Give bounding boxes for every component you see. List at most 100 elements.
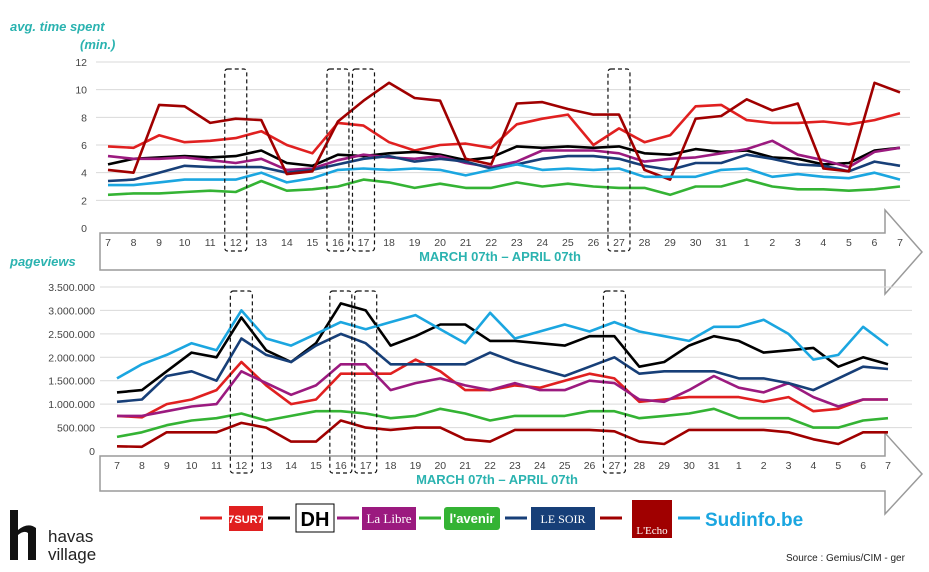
- x-tick-label: 29: [658, 460, 670, 472]
- x-tick-label: 23: [509, 460, 521, 472]
- x-tick-label: 9: [164, 460, 170, 472]
- x-tick-label: 9: [156, 237, 162, 249]
- x-tick-label: 24: [534, 460, 546, 472]
- series-line-l-avenir: [116, 407, 889, 439]
- x-tick-label: 1: [736, 460, 742, 472]
- x-tick-label: 23: [511, 237, 523, 249]
- series-line-l-echo: [107, 81, 901, 181]
- x-tick-label: 21: [459, 460, 471, 472]
- x-tick-label: 3: [795, 237, 801, 249]
- x-tick-label: 7: [885, 460, 891, 472]
- y-tick-label: 1.000.000: [48, 399, 95, 411]
- x-tick-label: 15: [310, 460, 322, 472]
- x-tick-label: 22: [485, 237, 497, 249]
- highlight-box-27: [602, 290, 627, 474]
- chart1-x-arrow: [99, 208, 923, 296]
- x-tick-label: 30: [690, 237, 702, 249]
- chart2-series: [116, 302, 889, 449]
- logo-le-soir-text: LE SOIR: [541, 512, 586, 526]
- x-tick-label: 31: [708, 460, 720, 472]
- chart2-x-ticks: 7 8 9 10 11 12 13 14 15 16 17 18 19 20 21 22 23 24 25 26 27 2…: [114, 460, 891, 472]
- y-tick-label: 500.000: [57, 423, 95, 435]
- x-tick-label: 7: [897, 237, 903, 249]
- chart1-x-axis-band: MARCH 07th – APRIL 07th: [99, 208, 923, 296]
- x-tick-label: 19: [410, 460, 422, 472]
- chart1-y-axis: 0 2 4 6 8 10 12: [75, 57, 87, 235]
- legend: 7SUR7 DH La Libre l'avenir LE SOIR L'Ech…: [200, 500, 803, 538]
- logo-dh-text: DH: [301, 509, 330, 531]
- x-tick-label: 13: [260, 460, 272, 472]
- logo-lecho-icon: [632, 500, 672, 538]
- y-tick-label: 0: [89, 446, 95, 458]
- series-line-dh: [116, 302, 889, 394]
- x-tick-label: 10: [186, 460, 198, 472]
- x-tick-label: 15: [307, 237, 319, 249]
- highlight-box-27: [607, 68, 631, 252]
- x-tick-label: 12: [230, 237, 242, 249]
- highlight-box-16: [326, 68, 350, 252]
- highlight-box-17: [351, 68, 376, 252]
- x-tick-label: 28: [639, 237, 651, 249]
- logo-lecho-text: L'Echo: [636, 525, 668, 537]
- highlight-box-12: [224, 68, 248, 252]
- x-tick-label: 7: [114, 460, 120, 472]
- x-tick-label: 10: [179, 237, 191, 249]
- logo-sudinfo-text: Sudinfo.be: [705, 510, 803, 531]
- legend-item-la-libre: La Libre: [337, 507, 416, 530]
- y-tick-label: 0: [81, 223, 87, 235]
- legend-item-7sur7: 7SUR7: [200, 506, 264, 531]
- x-tick-label: 30: [683, 460, 695, 472]
- brand-line1: havas: [48, 527, 93, 546]
- chart1-subtitle: (min.): [80, 37, 115, 52]
- x-tick-label: 27: [613, 237, 625, 249]
- chart1-highlight-boxes: [224, 68, 631, 252]
- y-tick-label: 3.500.000: [48, 282, 95, 294]
- x-tick-label: 31: [715, 237, 727, 249]
- x-tick-label: 17: [360, 460, 372, 472]
- series-line-sudinfo-be: [116, 309, 889, 380]
- logo-lavenir-icon: [444, 507, 500, 530]
- chart2-title: pageviews: [9, 254, 76, 269]
- x-tick-label: 12: [236, 460, 248, 472]
- x-tick-label: 14: [285, 460, 297, 472]
- x-tick-label: 17: [358, 237, 370, 249]
- x-tick-label: 14: [281, 237, 293, 249]
- chart1-title: avg. time spent: [10, 19, 105, 34]
- y-tick-label: 10: [75, 85, 87, 97]
- x-tick-label: 11: [211, 460, 222, 472]
- x-tick-label: 29: [664, 237, 676, 249]
- legend-item-lecho: L'Echo: [600, 500, 672, 538]
- x-tick-label: 3: [786, 460, 792, 472]
- chart1-x-ticks: 7 8 9 10 11 12 13 14 15 16 17 18 19 20 21 22 23 24 25 26 27 2…: [105, 237, 903, 249]
- series-line-le-soir: [116, 332, 889, 404]
- y-tick-label: 4: [81, 168, 87, 180]
- x-tick-label: 5: [835, 460, 841, 472]
- brand-mark-icon: [10, 510, 18, 560]
- x-tick-label: 26: [584, 460, 596, 472]
- logo-dh-icon: [295, 503, 335, 533]
- chart1-series: [107, 81, 901, 197]
- x-tick-label: 24: [536, 237, 548, 249]
- y-tick-label: 8: [81, 112, 87, 124]
- x-tick-label: 21: [460, 237, 472, 249]
- legend-item-le-soir: LE SOIR: [505, 507, 595, 530]
- x-tick-label: 25: [559, 460, 571, 472]
- x-tick-label: 6: [860, 460, 866, 472]
- logo-la-libre-text: La Libre: [366, 511, 411, 526]
- x-tick-label: 4: [820, 237, 826, 249]
- brand-line2: village: [48, 545, 96, 564]
- highlight-box-12: [229, 290, 253, 474]
- havas-village-logo: havas village: [10, 510, 96, 564]
- x-tick-label: 27: [609, 460, 621, 472]
- x-tick-label: 8: [131, 237, 137, 249]
- x-tick-label: 20: [434, 237, 446, 249]
- series-line-l-avenir: [107, 178, 901, 197]
- y-tick-label: 2: [81, 195, 87, 207]
- x-tick-label: 6: [872, 237, 878, 249]
- series-line-sudinfo-be: [108, 163, 901, 187]
- x-tick-label: 16: [335, 460, 347, 472]
- y-tick-label: 2.500.000: [48, 329, 95, 341]
- x-tick-label: 26: [588, 237, 600, 249]
- chart2-y-axis: 0 500.000 1.000.000 1.500.000 2.000.000 2.500…: [48, 282, 95, 458]
